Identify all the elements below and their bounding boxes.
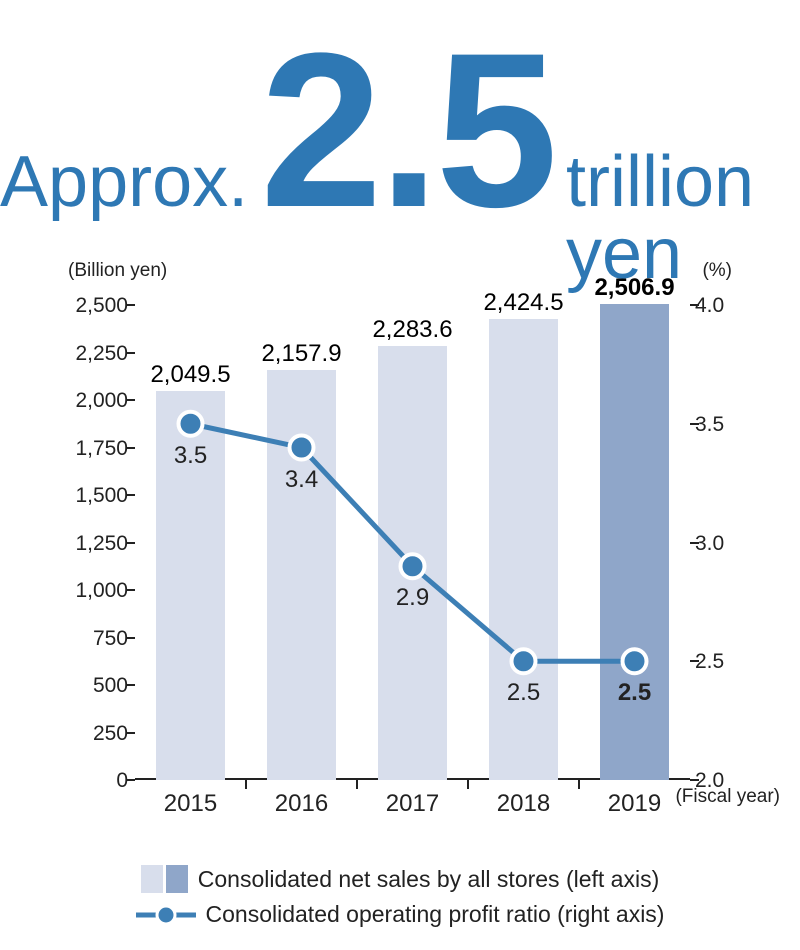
legend-bars-label: Consolidated net sales by all stores (le…	[198, 866, 660, 893]
y-left-tick: 2,500	[50, 294, 128, 318]
line-value-label: 2.5	[507, 679, 540, 707]
y-left-tick-mark	[126, 542, 135, 544]
y-left-tick: 1,500	[50, 484, 128, 508]
line-value-label: 3.4	[285, 466, 318, 494]
y-left-tick: 750	[50, 627, 128, 651]
y-right-tick-mark	[690, 660, 699, 662]
x-tick-label: 2018	[497, 790, 550, 818]
chart: (Billion yen) (%) 02505007501,0001,2501,…	[50, 260, 750, 820]
line-series	[135, 305, 690, 780]
y-left-tick-mark	[126, 447, 135, 449]
y-right-tick: 4.0	[695, 294, 750, 318]
y-left-tick: 2,000	[50, 389, 128, 413]
legend-bars-swatch	[141, 865, 188, 893]
x-tick-mark	[356, 780, 358, 789]
y-left-tick-mark	[126, 494, 135, 496]
y-left-tick-mark	[126, 637, 135, 639]
line-marker	[290, 436, 314, 460]
y-left-tick-mark	[126, 352, 135, 354]
y-right-tick: 3.5	[695, 413, 750, 437]
headline: Approx. 2.5 trillion yen	[0, 0, 800, 250]
bar-value-label: 2,506.9	[594, 274, 674, 302]
line-marker	[512, 649, 536, 673]
x-tick-mark	[578, 780, 580, 789]
line-value-label: 2.9	[396, 584, 429, 612]
y-left-tick-mark	[126, 589, 135, 591]
y-right-tick-mark	[690, 423, 699, 425]
legend-line-label: Consolidated operating profit ratio (rig…	[206, 901, 665, 928]
y-left-tick: 1,250	[50, 532, 128, 556]
headline-big-number: 2.5	[260, 20, 554, 240]
legend-line-swatch	[136, 903, 196, 927]
plot-area: 02505007501,0001,2501,5001,7502,0002,250…	[135, 305, 690, 780]
legend-bars: Consolidated net sales by all stores (le…	[141, 865, 660, 893]
y-left-tick: 250	[50, 722, 128, 746]
line-marker	[401, 554, 425, 578]
line-value-label: 2.5	[618, 679, 651, 707]
y-right-tick-mark	[690, 779, 699, 781]
y-right-axis-title: (%)	[702, 260, 732, 282]
legend: Consolidated net sales by all stores (le…	[0, 865, 800, 928]
headline-prefix: Approx.	[0, 146, 248, 218]
x-tick-mark	[467, 780, 469, 789]
x-tick-label: 2019	[608, 790, 661, 818]
y-left-tick-mark	[126, 304, 135, 306]
y-left-tick: 2,250	[50, 342, 128, 366]
line-marker	[623, 649, 647, 673]
y-left-tick-mark	[126, 779, 135, 781]
y-left-tick: 1,000	[50, 579, 128, 603]
y-right-tick-mark	[690, 542, 699, 544]
line-marker	[179, 412, 203, 436]
y-left-tick: 0	[50, 769, 128, 793]
y-left-tick-mark	[126, 732, 135, 734]
y-left-axis-title: (Billion yen)	[68, 260, 167, 282]
x-tick-mark	[245, 780, 247, 789]
y-left-tick: 1,750	[50, 437, 128, 461]
line-value-label: 3.5	[174, 442, 207, 470]
y-left-tick-mark	[126, 684, 135, 686]
legend-line: Consolidated operating profit ratio (rig…	[136, 901, 665, 928]
y-right-tick-mark	[690, 304, 699, 306]
x-tick-label: 2016	[275, 790, 328, 818]
y-right-tick: 3.0	[695, 532, 750, 556]
y-left-tick: 500	[50, 674, 128, 698]
x-axis-title: (Fiscal year)	[675, 786, 780, 808]
x-tick-label: 2017	[386, 790, 439, 818]
x-tick-label: 2015	[164, 790, 217, 818]
y-right-tick: 2.5	[695, 650, 750, 674]
y-left-tick-mark	[126, 399, 135, 401]
